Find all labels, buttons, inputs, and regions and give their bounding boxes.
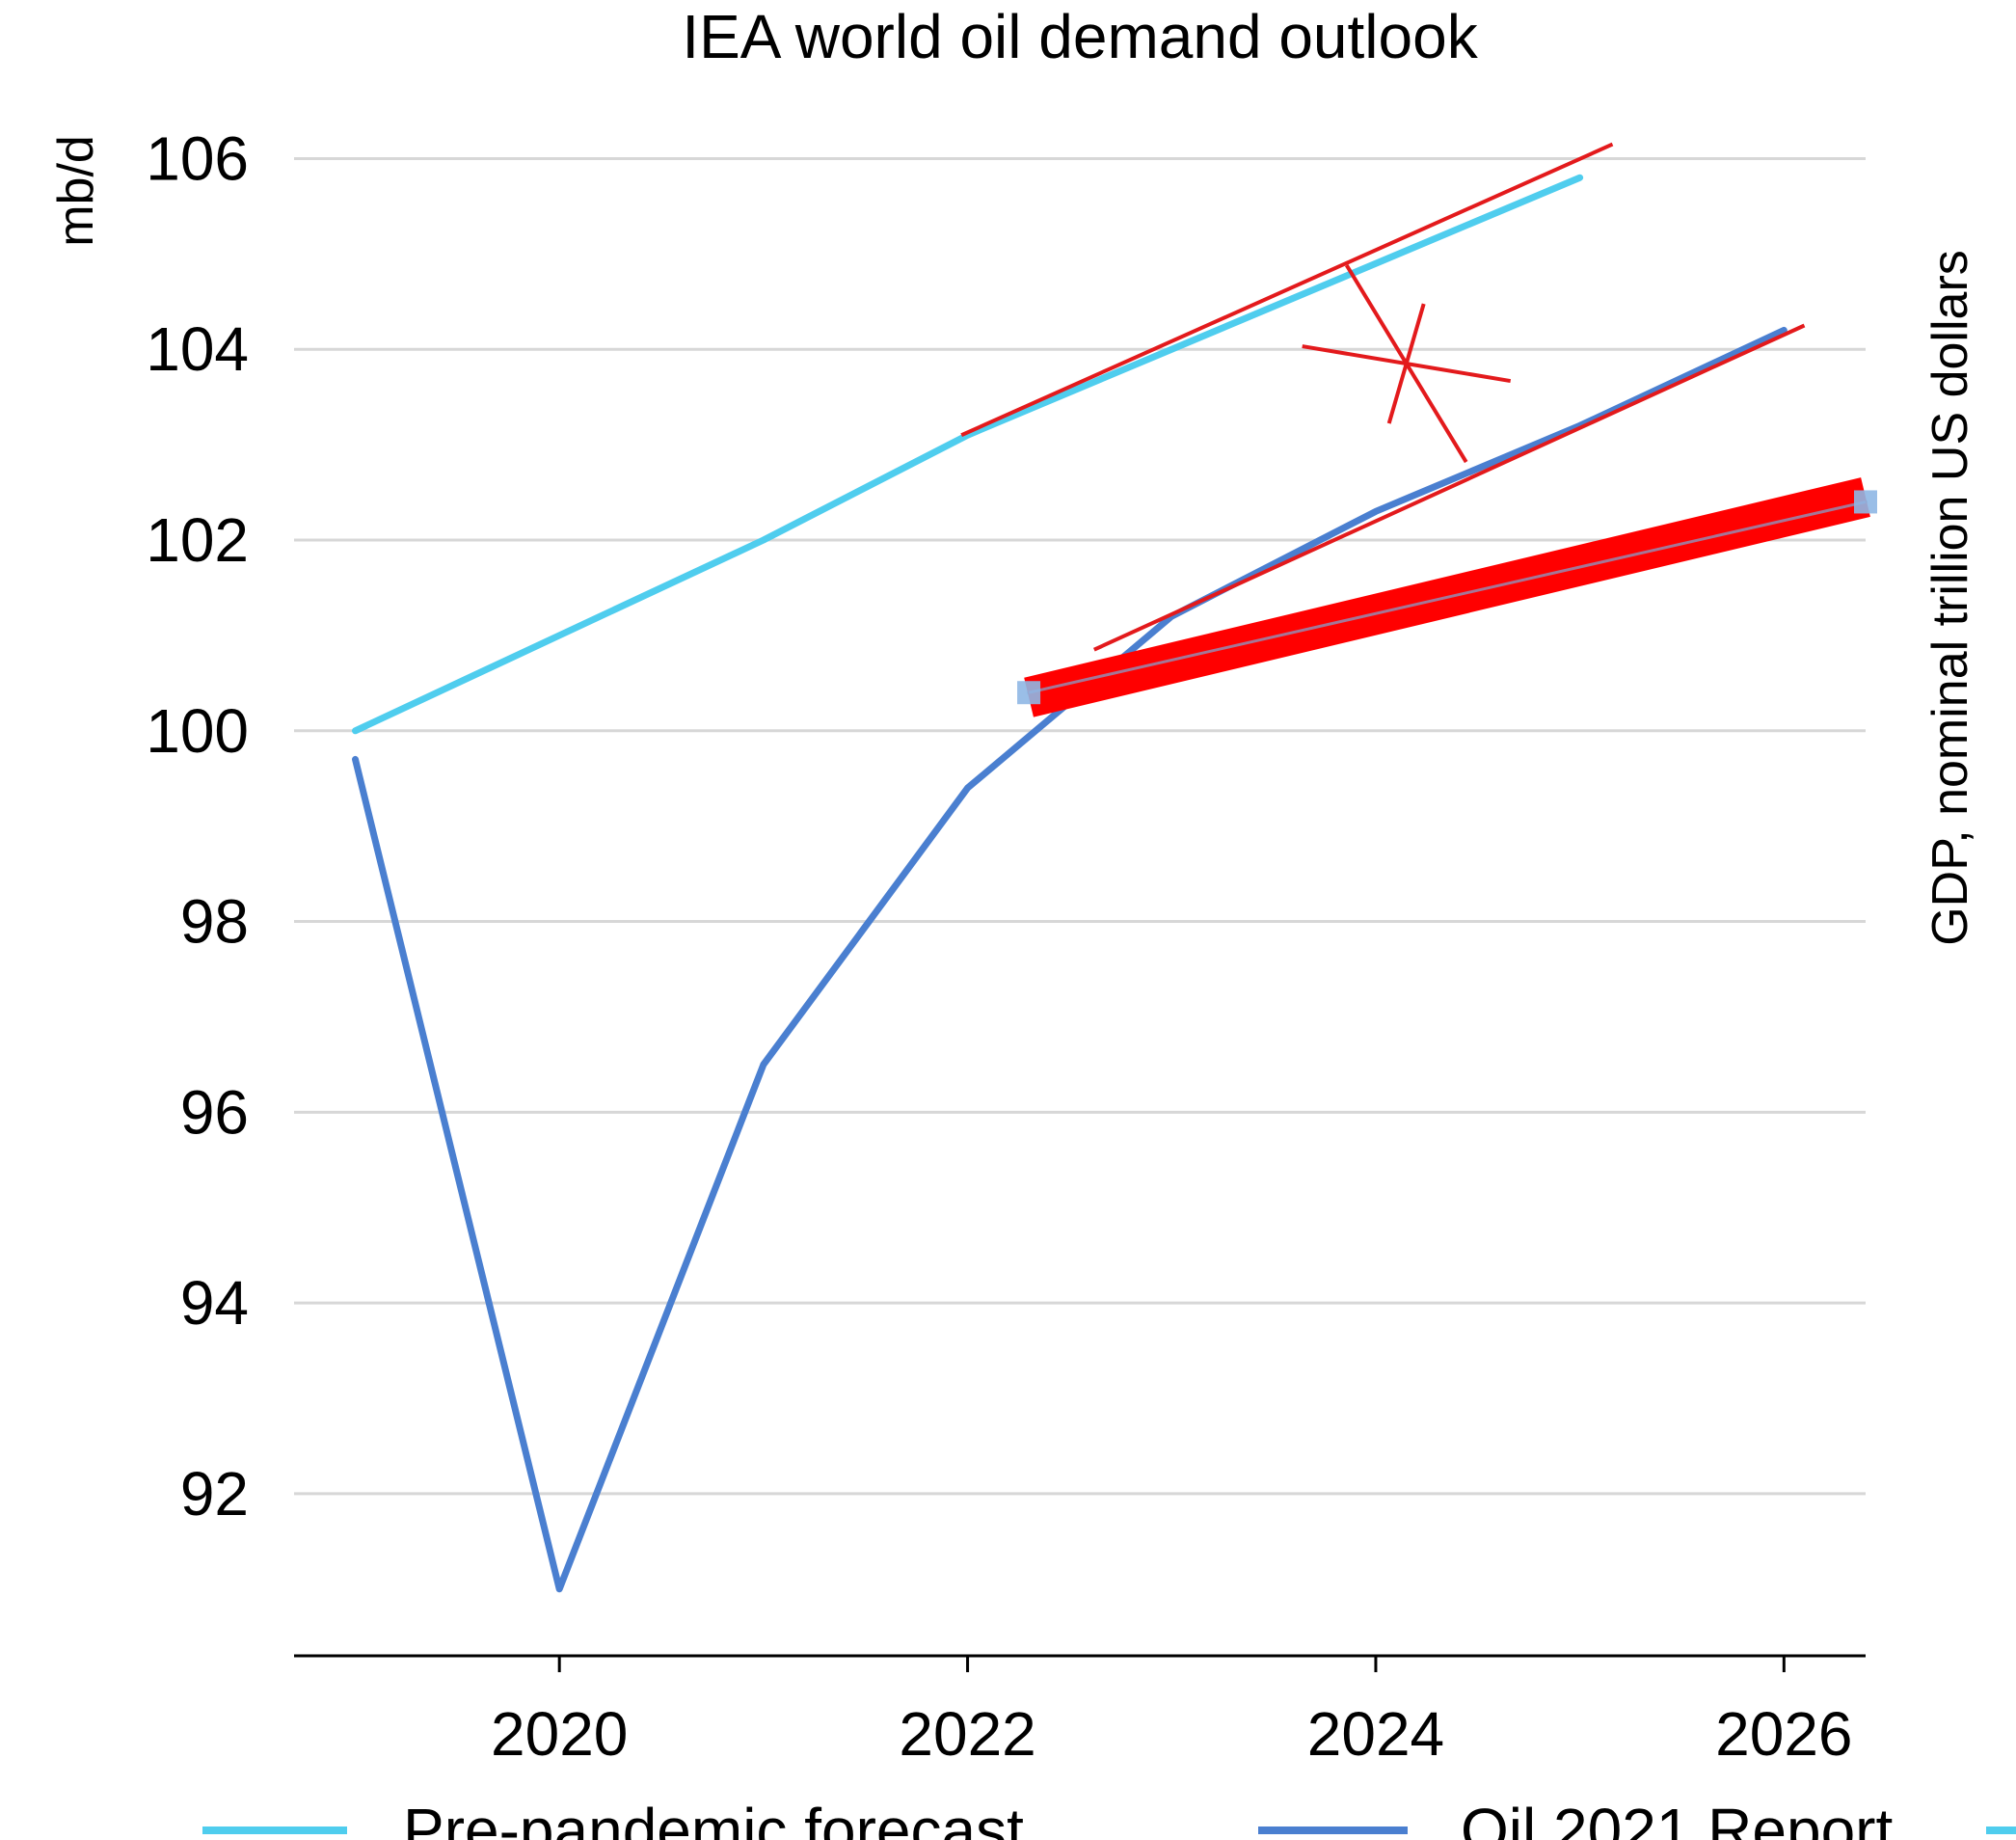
- red-cross-mark: [1302, 264, 1512, 464]
- legend-label-pre-pandemic: Pre-pandemic forecast: [403, 1796, 1024, 1840]
- x-tick-label: 2024: [1307, 1699, 1444, 1769]
- x-tick-label: 2026: [1715, 1699, 1852, 1769]
- y-tick-label: 94: [180, 1268, 249, 1338]
- third-series-overlay: [1028, 500, 1867, 694]
- y-tick-label: 106: [146, 123, 249, 193]
- y-tick-label: 98: [180, 887, 249, 957]
- x-axis-ticks: 2020 2022 2024 2026: [491, 1656, 1853, 1769]
- legend-label-oil-2021: Oil 2021 Report: [1461, 1796, 1893, 1840]
- y-tick-label: 96: [180, 1077, 249, 1147]
- red-trend-line-0: [960, 142, 1614, 438]
- x-tick-label: 2022: [899, 1699, 1035, 1769]
- y-tick-label: 104: [146, 314, 249, 384]
- annotations: [960, 142, 1877, 717]
- red-trend-line-1: [1092, 323, 1806, 652]
- y-axis-ticks: 92 94 96 98 100 102 104 106: [146, 123, 249, 1528]
- series-lines: [352, 174, 1868, 1593]
- legend: Pre-pandemic forecast Oil 2021 Report: [202, 1796, 2016, 1840]
- series-pre-pandemic-forecast-line: [352, 174, 1584, 735]
- y-tick-label: 102: [146, 505, 249, 575]
- series-end-marker: [1854, 490, 1877, 514]
- series-oil-2021-report-line: [352, 326, 1788, 1593]
- secondary-y-axis-title: GDP, nominal trillion US dollars: [1922, 250, 1978, 946]
- gridlines: [294, 156, 1866, 1496]
- series-end-marker: [1017, 681, 1041, 705]
- x-tick-label: 2020: [491, 1699, 628, 1769]
- y-tick-label: 92: [180, 1459, 249, 1529]
- y-axis-title: mb/d: [48, 135, 104, 247]
- chart-title: IEA world oil demand outlook: [682, 2, 1478, 71]
- y-tick-label: 100: [146, 696, 249, 766]
